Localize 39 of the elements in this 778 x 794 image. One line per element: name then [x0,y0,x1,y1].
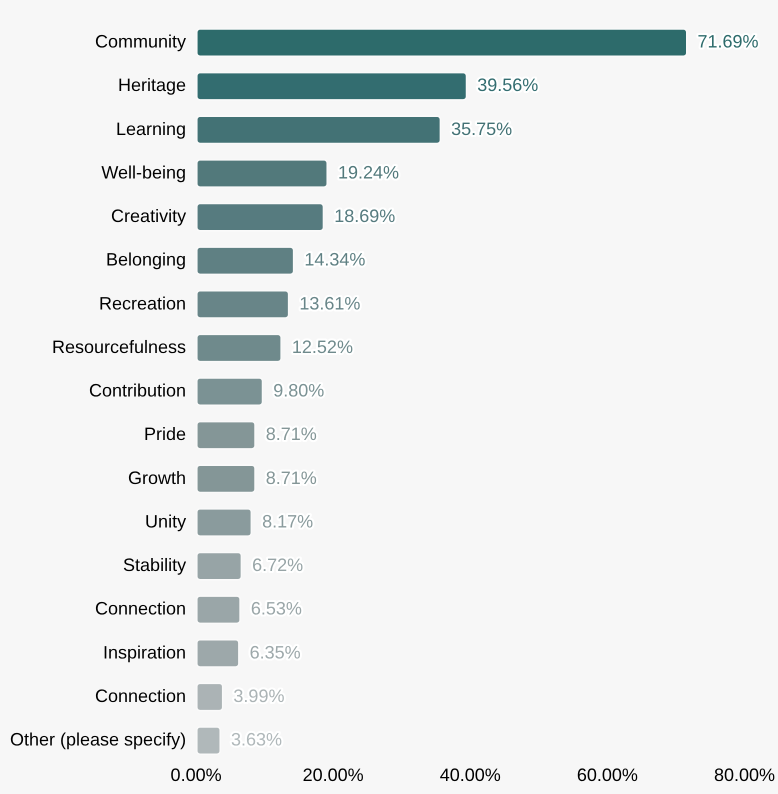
x-tick-label: 60.00% [576,765,638,786]
x-tick-label: 20.00% [302,765,364,786]
x-tick-label: 80.00% [714,765,776,786]
data-label: 71.69% [698,32,759,52]
x-tick-label: 0.00% [170,765,222,786]
data-label: 19.24% [338,162,400,182]
y-tick-label: Creativity [111,206,186,226]
data-label: 6.53% [250,598,302,619]
y-tick-label: Resourcefulness [52,336,186,357]
data-label: 39.56% [477,75,538,96]
data-label: 35.75% [451,118,512,139]
data-label: 8.71% [266,468,317,488]
data-label: 6.72% [252,555,304,576]
data-label: 8.17% [262,511,314,532]
x-tick-label: 40.00% [440,765,501,786]
data-label: 13.61% [299,293,360,314]
data-label: 3.99% [233,686,284,706]
y-tick-label: Other (please specify) [10,730,186,750]
data-label: 8.71% [266,424,317,444]
y-tick-label: Connection [94,598,186,619]
data-label: 12.52% [292,336,353,357]
data-label: 6.35% [250,642,301,662]
y-tick-label: Learning [116,118,186,139]
y-tick-label: Connection [94,686,186,706]
y-tick-label: Heritage [118,75,186,96]
y-tick-label: Unity [145,511,186,532]
y-tick-label: Well-being [101,162,186,182]
y-tick-label: Inspiration [103,642,186,662]
data-label: 3.63% [230,730,282,750]
y-tick-label: Pride [144,424,186,444]
y-tick-label: Community [95,32,186,52]
y-tick-label: Growth [128,468,186,488]
data-label: 18.69% [334,206,396,226]
y-tick-label: Contribution [89,380,186,401]
y-tick-label: Recreation [99,293,186,314]
data-label: 14.34% [304,250,366,270]
data-label: 9.80% [273,380,324,401]
y-tick-label: Belonging [106,250,186,270]
y-tick-label: Stability [123,555,186,576]
